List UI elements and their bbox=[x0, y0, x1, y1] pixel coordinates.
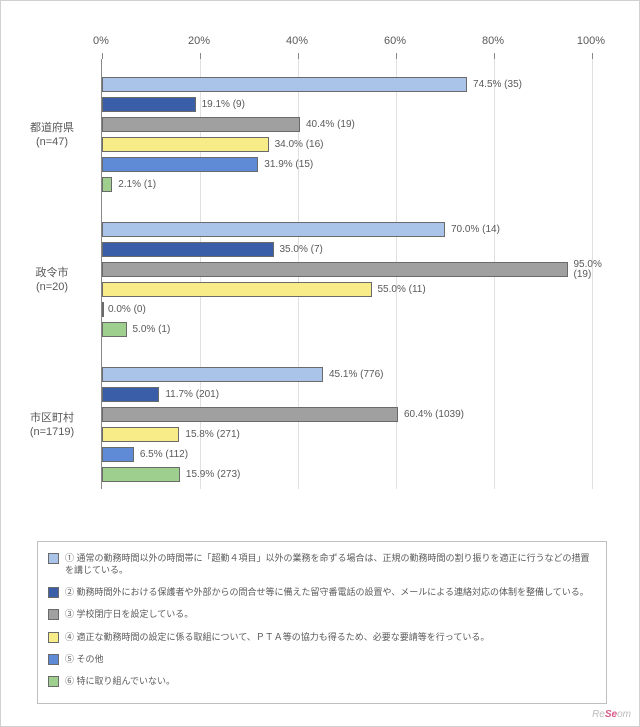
x-axis-label: 40% bbox=[286, 35, 308, 47]
bar bbox=[102, 387, 159, 402]
x-axis-label: 60% bbox=[384, 35, 406, 47]
tick bbox=[494, 53, 495, 59]
bar-value-label: 40.4% (19) bbox=[306, 120, 355, 130]
bar-value-label: 15.9% (273) bbox=[186, 470, 240, 480]
bar-value-label: 74.5% (35) bbox=[473, 80, 522, 90]
legend-label: ④ 適正な勤務時間の設定に係る取組について、ＰＴＡ等の協力も得るため、必要な要請… bbox=[65, 631, 489, 643]
category-name: 政令市 bbox=[7, 266, 97, 281]
bar bbox=[102, 97, 196, 112]
category-label: 都道府県(n=47) bbox=[7, 121, 97, 151]
bar-value-label: 19.1% (9) bbox=[202, 100, 245, 110]
x-axis-label: 100% bbox=[577, 35, 605, 47]
watermark-accent: Se bbox=[605, 709, 617, 720]
bar-value-label: 35.0% (7) bbox=[280, 245, 323, 255]
legend-label: ⑥ 特に取り組んでいない。 bbox=[65, 675, 175, 687]
category-n: (n=1719) bbox=[7, 425, 97, 440]
bar-value-label: 6.5% (112) bbox=[140, 450, 188, 460]
bar-value-label: 15.8% (271) bbox=[185, 430, 239, 440]
legend-label: ② 勤務時間外における保護者や外部からの問合せ等に備えた留守番電話の設置や、メー… bbox=[65, 586, 589, 598]
tick bbox=[102, 53, 103, 59]
legend-item: ③ 学校閉庁日を設定している。 bbox=[48, 608, 596, 620]
bar bbox=[102, 447, 134, 462]
tick bbox=[298, 53, 299, 59]
bar-value-label: 55.0% (11) bbox=[378, 285, 426, 295]
legend-swatch bbox=[48, 609, 59, 620]
bar bbox=[102, 177, 112, 192]
x-axis-label: 0% bbox=[93, 35, 109, 47]
chart-canvas: 0% 20% 40% 60% 80% 100% 74.5% (35) 19.1% (9) 40… bbox=[0, 0, 640, 727]
bar bbox=[102, 117, 300, 132]
bar-value-label: 11.7% (201) bbox=[165, 390, 219, 400]
bar bbox=[102, 407, 398, 422]
legend-label: ⑤ その他 bbox=[65, 653, 104, 665]
x-axis-labels: 0%20%40%60%80%100% bbox=[101, 35, 591, 55]
legend-swatch bbox=[48, 587, 59, 598]
legend-swatch bbox=[48, 553, 59, 564]
bar-value-label: 70.0% (14) bbox=[451, 225, 500, 235]
category-label: 政令市(n=20) bbox=[7, 266, 97, 296]
bar bbox=[102, 282, 372, 297]
legend-swatch bbox=[48, 676, 59, 687]
x-axis-label: 20% bbox=[188, 35, 210, 47]
bar-value-label: 95.0% (19) bbox=[574, 260, 602, 280]
bar-value-label: 60.4% (1039) bbox=[404, 410, 464, 420]
watermark-suffix: om bbox=[617, 709, 631, 720]
bar bbox=[102, 77, 467, 92]
legend-item: ① 通常の勤務時間以外の時間帯に「超勤４項目」以外の業務を命ずる場合は、正規の勤… bbox=[48, 552, 596, 576]
bar bbox=[102, 242, 274, 257]
tick bbox=[396, 53, 397, 59]
category-n: (n=20) bbox=[7, 280, 97, 295]
bar bbox=[102, 322, 127, 337]
bar-value-label: 2.1% (1) bbox=[118, 180, 156, 190]
bar-value-label: 31.9% (15) bbox=[264, 160, 313, 170]
legend-item: ④ 適正な勤務時間の設定に係る取組について、ＰＴＡ等の協力も得るため、必要な要請… bbox=[48, 631, 596, 643]
bar bbox=[102, 157, 258, 172]
legend-item: ⑥ 特に取り組んでいない。 bbox=[48, 675, 596, 687]
bar bbox=[102, 367, 323, 382]
category-name: 市区町村 bbox=[7, 411, 97, 426]
bar bbox=[102, 222, 445, 237]
legend: ① 通常の勤務時間以外の時間帯に「超勤４項目」以外の業務を命ずる場合は、正規の勤… bbox=[37, 541, 607, 704]
bar bbox=[102, 137, 269, 152]
bar bbox=[102, 302, 104, 317]
legend-swatch bbox=[48, 632, 59, 643]
category-n: (n=47) bbox=[7, 135, 97, 150]
bar bbox=[102, 427, 179, 442]
x-axis-label: 80% bbox=[482, 35, 504, 47]
category-label: 市区町村(n=1719) bbox=[7, 411, 97, 441]
bar bbox=[102, 467, 180, 482]
legend-swatch bbox=[48, 654, 59, 665]
plot-area: 74.5% (35) 19.1% (9) 40.4% (19) 34.0% (16) 3… bbox=[101, 59, 591, 489]
watermark: ReSeom bbox=[592, 709, 631, 720]
legend-label: ① 通常の勤務時間以外の時間帯に「超勤４項目」以外の業務を命ずる場合は、正規の勤… bbox=[65, 552, 596, 576]
tick bbox=[200, 53, 201, 59]
legend-item: ② 勤務時間外における保護者や外部からの問合せ等に備えた留守番電話の設置や、メー… bbox=[48, 586, 596, 598]
legend-label: ③ 学校閉庁日を設定している。 bbox=[65, 608, 193, 620]
bar bbox=[102, 262, 568, 277]
bar-value-label: 5.0% (1) bbox=[133, 325, 171, 335]
tick bbox=[592, 53, 593, 59]
bar-value-label: 34.0% (16) bbox=[275, 140, 324, 150]
watermark-prefix: Re bbox=[592, 709, 605, 720]
category-name: 都道府県 bbox=[7, 121, 97, 136]
bar-value-label: 0.0% (0) bbox=[108, 305, 146, 315]
bar-value-label: 45.1% (776) bbox=[329, 370, 383, 380]
legend-item: ⑤ その他 bbox=[48, 653, 596, 665]
